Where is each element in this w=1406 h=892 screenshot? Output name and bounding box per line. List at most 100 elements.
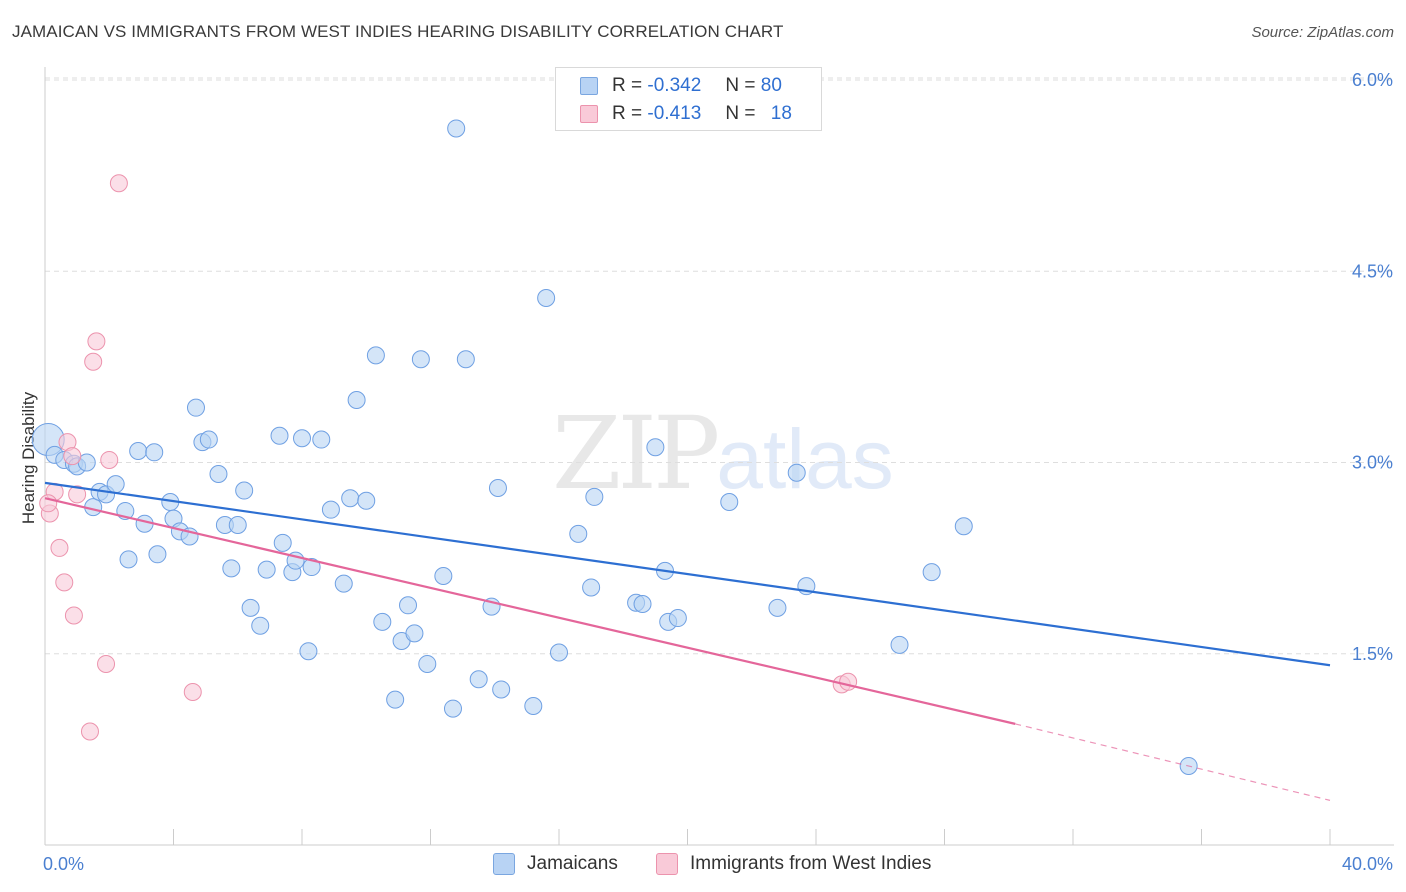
point-jamaicans	[119, 550, 138, 569]
point-west-indies	[68, 485, 87, 504]
point-west-indies	[100, 450, 119, 469]
point-jamaicans	[954, 517, 973, 536]
point-jamaicans	[668, 609, 687, 628]
point-jamaicans	[633, 595, 652, 614]
point-jamaicans	[550, 643, 568, 662]
watermark-zip: ZIP	[552, 395, 720, 512]
y-axis-label: Hearing Disability	[19, 391, 38, 524]
point-west-indies	[109, 174, 128, 193]
point-west-indies	[50, 538, 69, 557]
stats-n-label: N =	[725, 103, 756, 124]
point-jamaicans	[241, 598, 260, 617]
point-jamaicans	[235, 481, 254, 500]
point-jamaicans	[228, 515, 247, 534]
stats-r-label: R =	[612, 75, 643, 96]
point-jamaicans	[399, 596, 418, 615]
point-jamaicans	[312, 430, 331, 449]
point-jamaicans	[890, 635, 909, 654]
point-jamaicans	[569, 524, 588, 543]
point-jamaicans	[299, 642, 318, 661]
y-tick-label: 6.0%	[1352, 70, 1393, 90]
stats-n-label: N =	[725, 75, 756, 96]
point-jamaicans	[386, 690, 405, 709]
legend-item-west-indies[interactable]: Immigrants from West Indies	[656, 850, 931, 878]
point-jamaicans	[582, 578, 601, 597]
point-jamaicans	[251, 616, 270, 635]
chart-source: Source: ZipAtlas.com	[1251, 24, 1394, 41]
point-west-indies	[84, 352, 103, 371]
legend-swatch-jamaicans	[493, 853, 515, 875]
point-jamaicans	[443, 699, 462, 718]
point-jamaicans	[456, 350, 475, 369]
point-jamaicans	[787, 463, 806, 482]
point-jamaicans	[537, 289, 556, 308]
stats-n-value: 80	[760, 75, 782, 96]
point-jamaicans	[357, 491, 376, 510]
stats-legend: R = -0.342 N = 80 R = -0.413 N = 18	[555, 67, 822, 131]
x-tick-label: 0.0%	[43, 854, 84, 874]
point-jamaicans	[302, 558, 321, 577]
point-jamaicans	[585, 487, 604, 506]
stats-swatch-jamaicans	[580, 77, 598, 95]
point-jamaicans	[524, 697, 543, 716]
point-west-indies	[97, 654, 116, 673]
point-jamaicans	[209, 464, 228, 483]
point-jamaicans	[447, 119, 466, 138]
point-jamaicans	[720, 493, 739, 512]
point-jamaicans	[321, 500, 340, 519]
trend-line-west-indies-extension	[1015, 723, 1331, 801]
point-jamaicans	[434, 566, 453, 585]
y-tick-label: 4.5%	[1352, 261, 1393, 281]
point-jamaicans	[145, 443, 164, 462]
point-jamaicans	[257, 560, 276, 579]
trend-line-jamaicans	[44, 481, 1331, 667]
x-tick-label: 40.0%	[1342, 854, 1393, 874]
stats-row-west-indies: R = -0.413 N = 18	[580, 101, 792, 127]
legend-swatch-west-indies	[656, 853, 678, 875]
point-west-indies	[839, 672, 858, 691]
point-west-indies	[39, 494, 58, 513]
point-west-indies	[64, 606, 83, 625]
watermark: ZIPatlas	[552, 395, 894, 512]
point-jamaicans	[293, 429, 311, 448]
point-jamaicans	[646, 438, 665, 457]
stats-r-value: -0.413	[647, 103, 702, 124]
point-west-indies	[55, 573, 74, 592]
point-jamaicans	[148, 545, 167, 564]
point-jamaicans	[106, 475, 125, 494]
point-jamaicans	[341, 489, 360, 508]
stats-swatch-west-indies	[580, 105, 598, 123]
point-jamaicans	[186, 398, 205, 417]
stats-r-label: R =	[612, 103, 643, 124]
point-jamaicans	[129, 442, 148, 461]
point-jamaicans	[199, 430, 218, 449]
chart-title: JAMAICAN VS IMMIGRANTS FROM WEST INDIES …	[12, 22, 784, 41]
point-west-indies	[87, 332, 106, 351]
legend-label-west-indies: Immigrants from West Indies	[690, 853, 932, 874]
point-jamaicans	[347, 391, 366, 410]
point-jamaicans	[222, 559, 241, 578]
y-tick-label: 3.0%	[1352, 453, 1393, 473]
point-jamaicans	[411, 350, 430, 369]
point-jamaicans	[418, 654, 437, 673]
legend-item-jamaicans[interactable]: Jamaicans	[493, 850, 618, 878]
point-jamaicans	[488, 479, 507, 497]
stats-row-jamaicans: R = -0.342 N = 80	[580, 73, 782, 99]
point-jamaicans	[273, 533, 292, 552]
point-jamaicans	[405, 624, 424, 643]
point-jamaicans	[366, 346, 385, 365]
y-tick-label: 1.5%	[1352, 644, 1393, 664]
watermark-atlas: atlas	[716, 412, 894, 506]
point-jamaicans	[373, 612, 392, 631]
point-jamaicans	[922, 563, 941, 582]
point-jamaicans	[492, 680, 511, 699]
point-jamaicans	[768, 598, 787, 617]
point-west-indies	[183, 683, 202, 701]
point-west-indies	[80, 722, 99, 741]
point-jamaicans	[334, 574, 353, 593]
stats-n-value: 18	[770, 103, 792, 124]
stats-r-value: -0.342	[647, 75, 702, 96]
legend-label-jamaicans: Jamaicans	[527, 853, 618, 874]
point-jamaicans	[469, 670, 488, 689]
